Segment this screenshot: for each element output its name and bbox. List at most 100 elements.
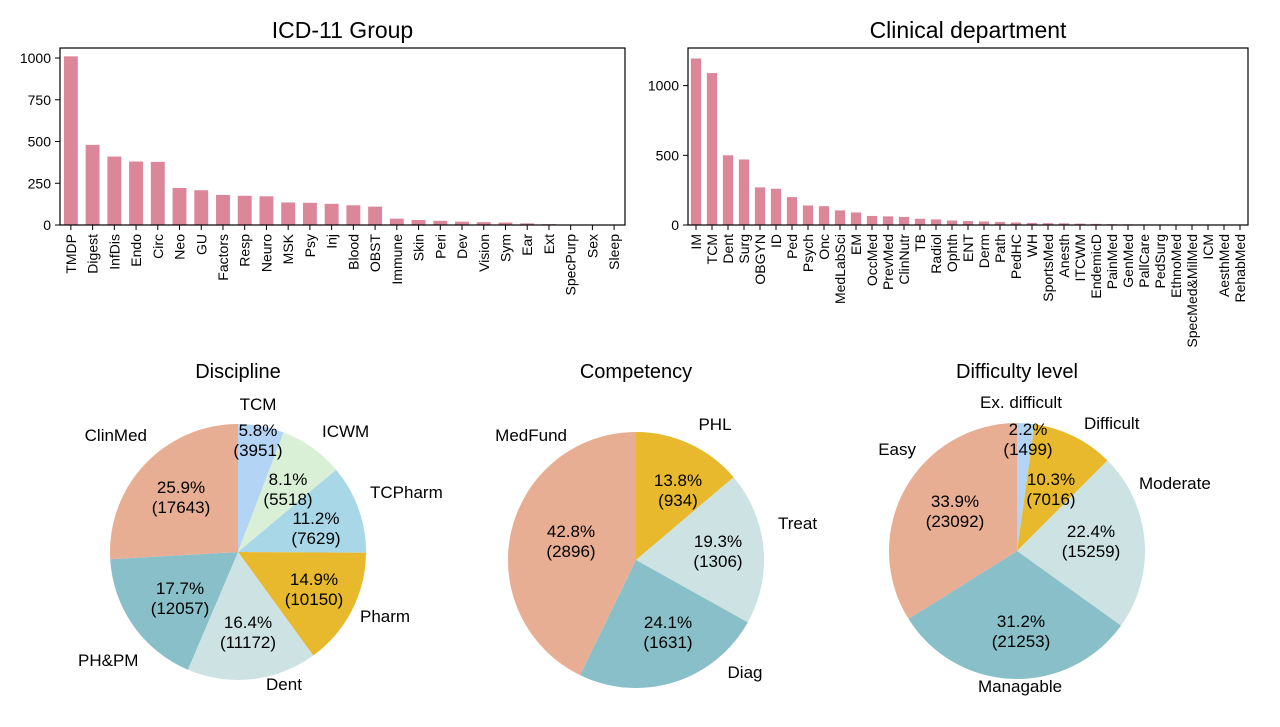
x-tick-label: OBGYN — [752, 234, 768, 285]
slice-label: Ex. difficult — [980, 393, 1062, 412]
x-tick-label: Peri — [432, 234, 448, 259]
x-tick-label: RehabMed — [1232, 234, 1248, 303]
x-tick-label: EthnoMed — [1168, 234, 1184, 298]
bar-em — [850, 212, 862, 225]
slice-percent: 19.3% — [694, 532, 742, 551]
x-tick-label: PedSurg — [1152, 234, 1168, 288]
bar-neo — [172, 187, 187, 225]
x-tick-label: Dev — [454, 234, 470, 259]
slice-percent: 33.9% — [931, 492, 979, 511]
pie-slice-icwm — [238, 432, 337, 552]
x-tick-label: Immune — [389, 234, 405, 285]
y-tick-label: 500 — [28, 134, 52, 150]
bar-infdis — [107, 156, 122, 225]
x-tick-label: Vision — [476, 234, 492, 272]
bar-dent — [722, 155, 734, 225]
slice-count: (21253) — [992, 632, 1051, 651]
x-tick-label: SpecPurp — [563, 234, 579, 296]
slice-percent: 17.7% — [156, 579, 204, 598]
clinical-department-bar-chart: Clinical department 0 500 1000 IM TCM Dent Surg… — [648, 17, 1249, 348]
slice-count: (1631) — [643, 633, 692, 652]
slice-count: (3951) — [233, 441, 282, 460]
slice-label: Easy — [878, 440, 916, 459]
slice-count: (12057) — [151, 599, 210, 618]
x-tick-label: MSK — [280, 233, 296, 264]
y-tick-label: 0 — [671, 217, 679, 233]
y-tick-label: 250 — [28, 175, 52, 191]
x-tick-label: Surg — [736, 234, 752, 264]
bar-wh — [1026, 222, 1038, 225]
x-tick-label: Circ — [150, 234, 166, 259]
slice-count: (934) — [658, 491, 698, 510]
bar-circ — [150, 161, 165, 225]
pie-slice-ex-difficult — [1017, 423, 1035, 551]
bar-ear — [520, 223, 535, 225]
x-tick-label: Neo — [172, 234, 188, 260]
bar-ped — [786, 197, 798, 225]
x-tick-label: GenMed — [1120, 234, 1136, 288]
bar-ophth — [946, 220, 958, 225]
y-tick-label: 750 — [28, 92, 52, 108]
chart-title: Discipline — [195, 361, 281, 383]
bar-blood — [346, 205, 361, 225]
slice-label: Difficult — [1084, 414, 1140, 433]
chart-title: Clinical department — [870, 17, 1067, 43]
slice-label: MedFund — [495, 426, 567, 445]
x-tick-label: PallCare — [1136, 234, 1152, 288]
x-tick-label: PedHC — [1008, 234, 1024, 279]
icd11-bar-chart: ICD-11 Group 0 250 500 750 1000 TMDP Digest InfD… — [20, 17, 626, 296]
slice-label: ClinMed — [85, 426, 147, 445]
bar-dev — [455, 221, 469, 225]
discipline-pie-chart: Discipline TCM 5.8%(3951) ICWM 8.1%(5518) TCP… — [78, 361, 443, 694]
slice-count: (1499) — [1003, 440, 1052, 459]
pie-slice-dent — [187, 552, 314, 681]
bar-occmed — [866, 215, 878, 225]
slice-label: PH&PM — [78, 651, 138, 670]
x-tick-label: OBST — [367, 234, 383, 273]
chart-title: ICD-11 Group — [272, 17, 413, 43]
slice-label: TCM — [240, 395, 277, 414]
bar-sym — [498, 222, 513, 225]
bar-pedhc — [1010, 222, 1022, 225]
bar-endo — [129, 161, 144, 225]
x-tick-label: MedLabSci — [832, 234, 848, 304]
pie-slice-managable — [908, 551, 1122, 679]
pie-slice-diag — [580, 560, 748, 688]
x-tick-label: OccMed — [864, 234, 880, 286]
bar-obst — [368, 206, 383, 225]
bar-skin — [411, 219, 426, 225]
x-tick-label: TMDP — [63, 234, 79, 274]
slice-label: PHL — [698, 415, 731, 434]
x-tick-label: Ped — [784, 234, 800, 259]
y-tick-label: 500 — [656, 147, 680, 163]
slice-percent: 25.9% — [157, 478, 205, 497]
x-tick-label: EndemicD — [1088, 234, 1104, 299]
slice-count: (11172) — [220, 633, 276, 652]
chart-title: Difficulty level — [956, 361, 1078, 383]
bar-psych — [802, 205, 814, 225]
bar-factors — [216, 194, 230, 225]
slice-count: (2896) — [546, 542, 595, 561]
x-tick-label: Anesth — [1056, 234, 1072, 278]
slice-percent: 2.2% — [1009, 420, 1048, 439]
y-tick-label: 0 — [43, 217, 51, 233]
x-tick-label: Dent — [720, 234, 736, 264]
bar-prevmed — [882, 216, 894, 225]
x-tick-label: Path — [992, 234, 1008, 263]
bar-tb — [914, 218, 926, 225]
bar-tmdp — [63, 56, 78, 225]
slice-percent: 10.3% — [1027, 470, 1075, 489]
slice-percent: 5.8% — [239, 421, 278, 440]
x-tick-label: Derm — [976, 234, 992, 268]
pie-slice-tcpharm — [238, 469, 366, 553]
slice-label: ICWM — [322, 422, 369, 441]
pie-slice-medfund — [507, 432, 636, 676]
pie-slice-phl — [636, 432, 734, 560]
x-tick-label: EM — [848, 234, 864, 255]
bar-clinnutr — [898, 216, 910, 225]
bar-tcm — [706, 73, 718, 226]
pie-slice-treat — [636, 477, 764, 623]
x-tick-label: Psy — [302, 234, 318, 257]
slice-count: (15259) — [1062, 542, 1121, 561]
x-tick-label: WH — [1024, 234, 1040, 257]
